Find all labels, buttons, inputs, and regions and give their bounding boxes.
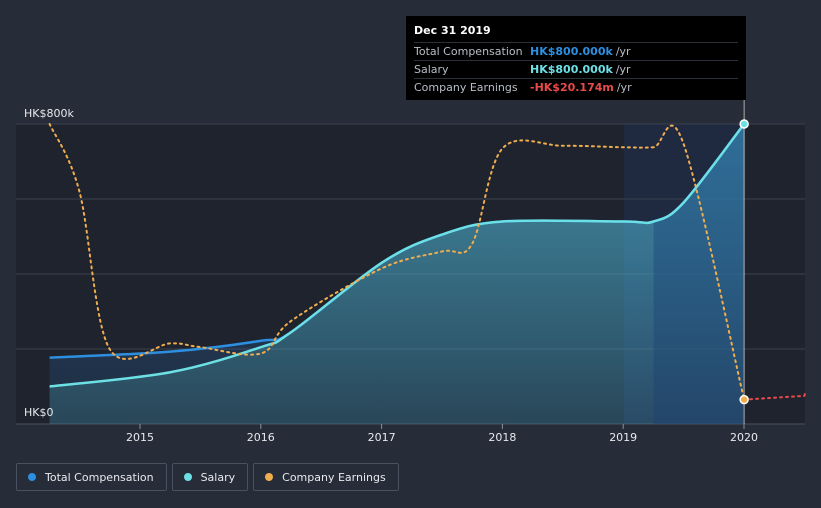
salary-area bbox=[49, 124, 745, 424]
tooltip-unit: /yr bbox=[616, 81, 632, 94]
legend-dot-icon bbox=[265, 473, 274, 481]
x-tick-label: 2020 bbox=[730, 431, 758, 444]
tooltip-value: HK$800.000k bbox=[530, 45, 613, 58]
x-tick-label: 2019 bbox=[609, 431, 637, 444]
company-earnings-negative-line bbox=[743, 392, 806, 401]
highlight-area bbox=[653, 124, 745, 424]
tooltip-date: Dec 31 2019 bbox=[414, 24, 491, 37]
legend-total-compensation[interactable]: Total Compensation bbox=[16, 463, 167, 491]
legend-dot-icon bbox=[28, 473, 36, 481]
compensation-chart: HK$800k HK$0 2015 2016 2017 2018 2019 2020 bbox=[16, 100, 806, 444]
company-earnings-point bbox=[739, 394, 749, 405]
legend-label: Total Compensation bbox=[45, 470, 154, 484]
tooltip-row-total: Total Compensation HK$800.000k /yr bbox=[414, 42, 738, 60]
y-axis-label-top: HK$800k bbox=[24, 107, 74, 120]
x-tick-label: 2015 bbox=[126, 431, 154, 444]
tooltip-label: Company Earnings bbox=[414, 81, 518, 94]
y-axis-label-bottom: HK$0 bbox=[24, 406, 53, 419]
x-axis: 2015 2016 2017 2018 2019 2020 bbox=[126, 424, 758, 444]
tooltip-value: -HK$20.174m bbox=[530, 81, 614, 94]
x-tick-label: 2018 bbox=[488, 431, 516, 444]
x-tick-label: 2017 bbox=[368, 431, 396, 444]
tooltip-unit: /yr bbox=[615, 45, 631, 58]
tooltip-row-salary: Salary HK$800.000k /yr bbox=[414, 60, 738, 78]
legend-dot-icon bbox=[183, 473, 192, 481]
chart-tooltip: Dec 31 2019 Total Compensation HK$800.00… bbox=[406, 16, 746, 100]
company-earnings-line bbox=[48, 123, 746, 401]
salary-point bbox=[739, 119, 749, 129]
legend-company-earnings[interactable]: Company Earnings bbox=[253, 463, 399, 491]
tooltip-label: Total Compensation bbox=[414, 45, 523, 58]
legend-salary[interactable]: Salary bbox=[171, 463, 249, 491]
tooltip-value: HK$800.000k bbox=[530, 63, 613, 76]
salary-line bbox=[49, 123, 746, 388]
x-tick-label: 2016 bbox=[247, 431, 275, 444]
legend-label: Salary bbox=[200, 470, 236, 484]
tooltip-label: Salary bbox=[414, 63, 449, 76]
legend: Total Compensation Salary Company Earnin… bbox=[16, 463, 399, 491]
tooltip-row-earnings: Company Earnings -HK$20.174m /yr bbox=[414, 78, 738, 96]
legend-label: Company Earnings bbox=[282, 470, 386, 484]
tooltip-unit: /yr bbox=[615, 63, 631, 76]
